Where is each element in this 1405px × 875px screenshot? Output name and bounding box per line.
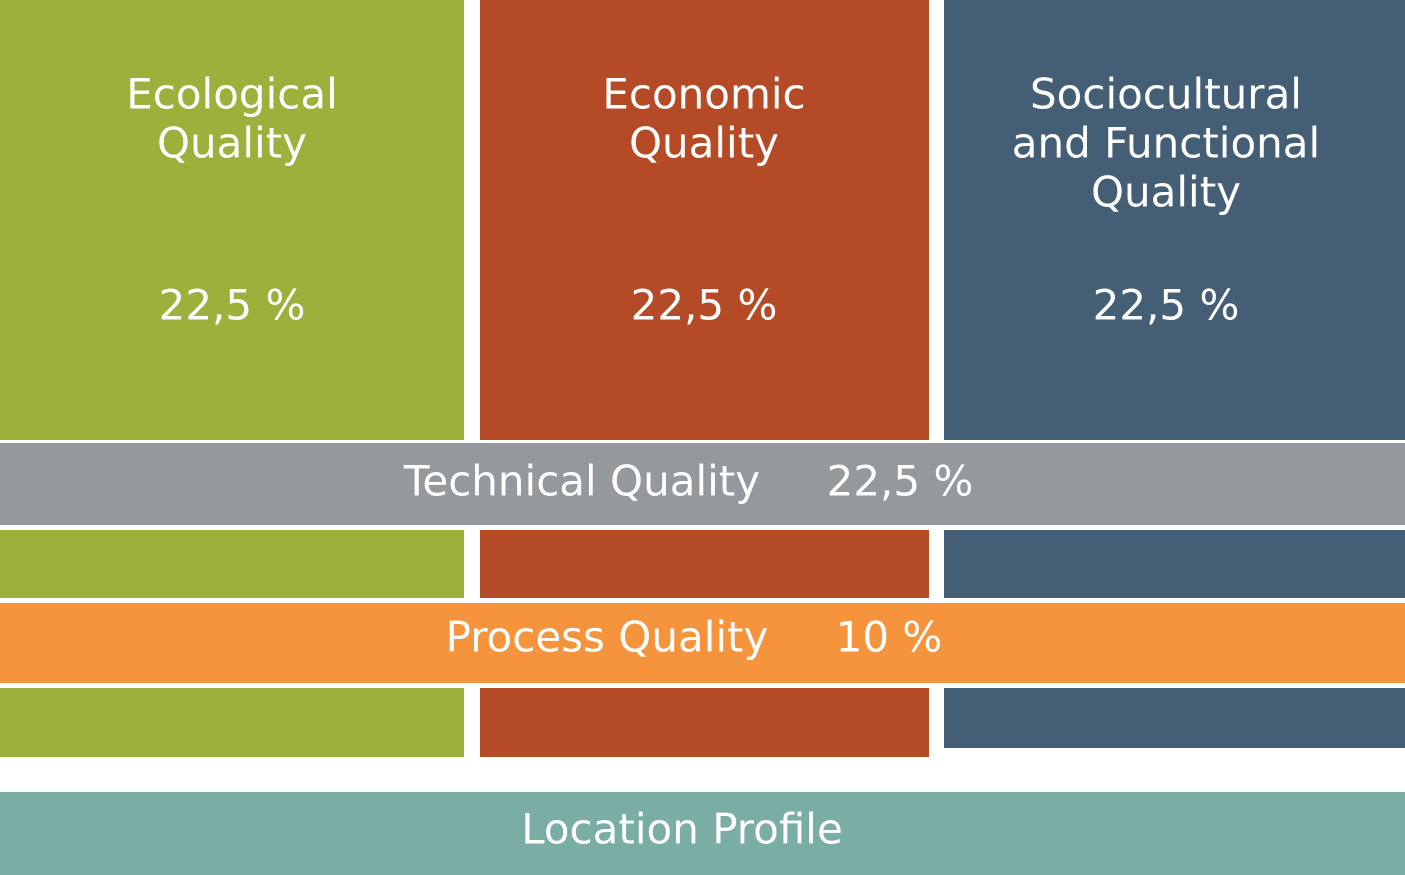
pillar-block xyxy=(0,688,464,757)
band-share: 10 % xyxy=(836,613,943,662)
band xyxy=(0,443,1405,525)
pillar-block xyxy=(0,0,464,440)
pillar-title: Quality xyxy=(629,119,779,168)
pillar-block xyxy=(0,530,464,598)
pillar-block xyxy=(944,0,1405,440)
pillar-block xyxy=(480,688,929,757)
pillar-title: Ecological xyxy=(126,70,338,119)
band-label: Technical Quality xyxy=(403,457,760,506)
pillar-title: Economic xyxy=(602,70,805,119)
pillar-title: and Functional xyxy=(1012,119,1320,168)
band xyxy=(0,603,1405,683)
pillar-block xyxy=(944,688,1405,748)
pillar-share: 22,5 % xyxy=(1093,281,1240,330)
pillar-title: Quality xyxy=(157,119,307,168)
pillar-share: 22,5 % xyxy=(631,281,778,330)
pillar-block xyxy=(944,530,1405,598)
pillar-title: Sociocultural xyxy=(1030,70,1302,119)
pillar-title: Quality xyxy=(1091,168,1241,217)
pillar-block xyxy=(480,0,929,440)
pillar-share: 22,5 % xyxy=(159,281,306,330)
band-share: 22,5 % xyxy=(827,457,974,506)
band-label: Process Quality xyxy=(446,613,769,662)
footer-label: Location Profile xyxy=(521,805,843,854)
pillar-block xyxy=(480,530,929,598)
footer-band xyxy=(0,792,1405,875)
